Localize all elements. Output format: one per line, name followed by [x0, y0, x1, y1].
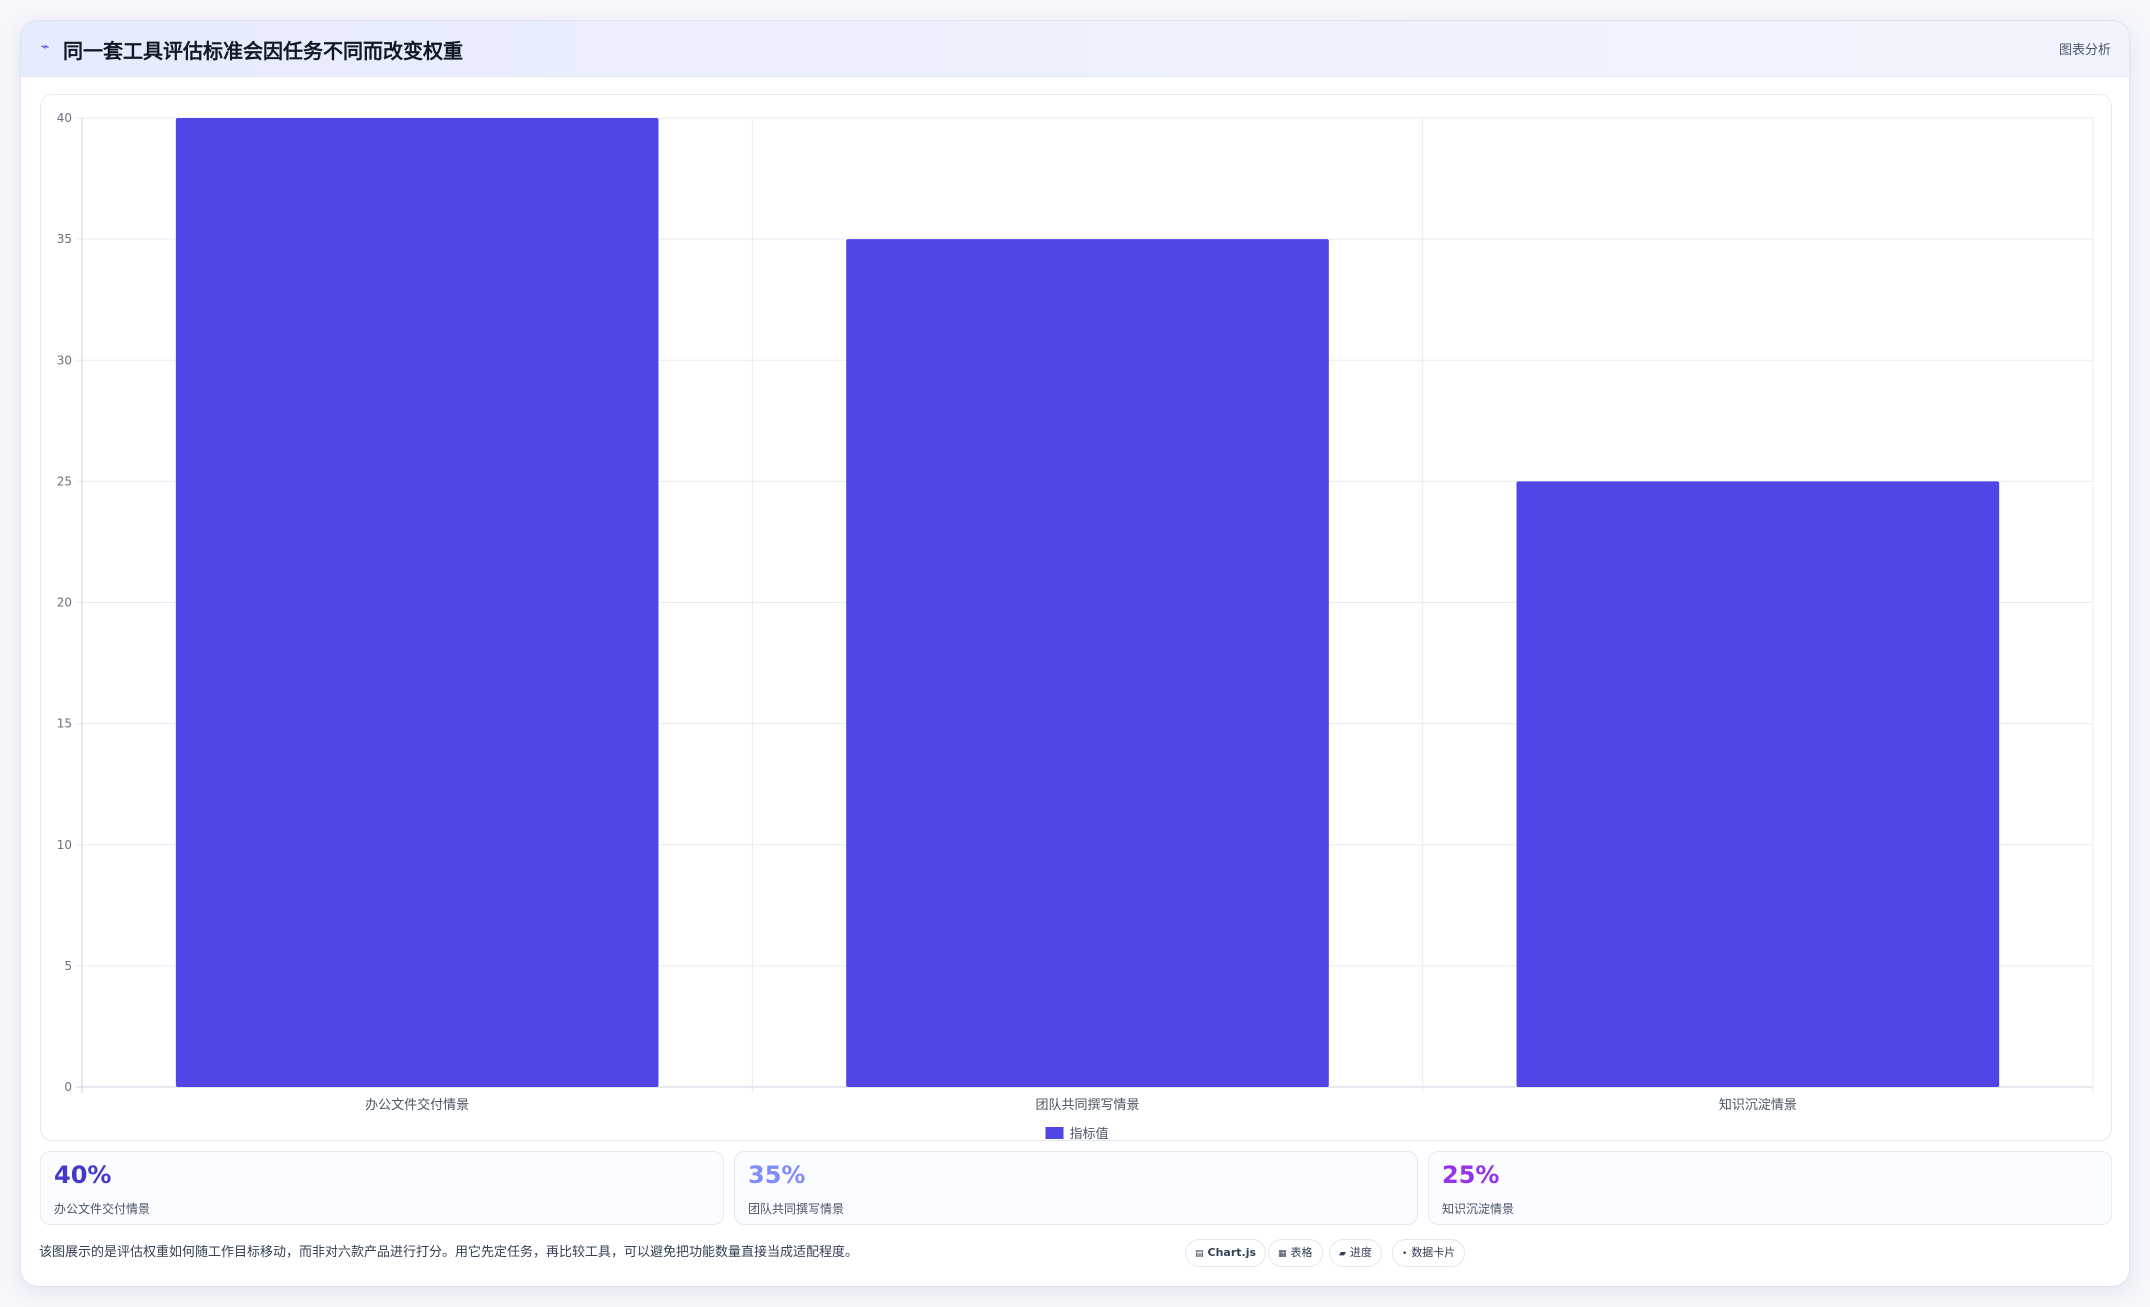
pill-data-card[interactable]: • 数据卡片 [1392, 1239, 1466, 1267]
footer-note: 该图展示的是评估权重如何随工作目标移动，而非对六款产品进行打分。用它先定任务，再… [39, 1245, 859, 1260]
card-header: ⌁ 同一套工具评估标准会因任务不同而改变权重 图表分析 [21, 21, 2129, 77]
x-tick-label: 办公文件交付情景 [365, 1097, 469, 1113]
page-title: 同一套工具评估标准会因任务不同而改变权重 [63, 39, 463, 63]
pill-label: Chart.js [1207, 1246, 1257, 1259]
y-tick-label: 40 [57, 111, 72, 125]
y-tick-label: 25 [57, 474, 72, 488]
chart-panel: 0 5 10 15 20 25 30 35 40 办公文件交付情景 团队共同撰写情景 知识沉淀情景指标… [40, 94, 2112, 1141]
stat-label: 团队共同撰写情景 [748, 1202, 845, 1216]
y-tick-label: 0 [64, 1080, 72, 1094]
y-tick-label: 30 [57, 353, 72, 367]
y-tick-label: 10 [57, 838, 72, 852]
pill-progress[interactable]: ▰ 进度 [1329, 1239, 1382, 1267]
pill-label: 数据卡片 [1411, 1246, 1456, 1259]
bar [846, 239, 1329, 1087]
stat-value: 35% [748, 1161, 806, 1189]
chart-icon: ▤ [1195, 1249, 1204, 1259]
chart-card: ⌁ 同一套工具评估标准会因任务不同而改变权重 图表分析 0 5 10 15 20 25 30… [20, 20, 2130, 1287]
pill-label: 进度 [1349, 1246, 1372, 1259]
chart-line-icon: ⌁ [41, 39, 50, 55]
progress-icon: ▰ [1339, 1249, 1346, 1259]
header-tag: 图表分析 [2058, 43, 2111, 58]
stats-row: 40% 办公文件交付情景 35% 团队共同撰写情景 25% 知识沉淀情景 [40, 1151, 2112, 1225]
y-tick-label: 20 [57, 596, 72, 610]
y-tick-label: 5 [64, 959, 72, 973]
stat-label: 办公文件交付情景 [54, 1202, 151, 1216]
bar [1516, 481, 2000, 1087]
bar [175, 118, 659, 1087]
table-icon: ▦ [1278, 1249, 1287, 1259]
stat-value: 40% [54, 1161, 112, 1189]
y-tick-label: 15 [57, 717, 72, 731]
stat-card-team: 35% 团队共同撰写情景 [734, 1151, 1418, 1225]
legend-label: 指标值 [1070, 1126, 1109, 1140]
stat-label: 知识沉淀情景 [1442, 1202, 1515, 1216]
bar-chart: 0 5 10 15 20 25 30 35 40 办公文件交付情景 团队共同撰写情景 知识沉淀情景指标… [57, 111, 2094, 1140]
x-tick-label: 团队共同撰写情景 [1035, 1098, 1139, 1113]
legend-swatch [1045, 1127, 1064, 1139]
y-tick-label: 35 [57, 232, 72, 246]
x-tick-label: 知识沉淀情景 [1719, 1097, 1797, 1113]
stat-card-knowledge: 25% 知识沉淀情景 [1428, 1151, 2112, 1225]
stat-value: 25% [1442, 1161, 1500, 1189]
stat-card-office: 40% 办公文件交付情景 [40, 1151, 724, 1225]
pill-label: 表格 [1290, 1246, 1313, 1259]
pill-table[interactable]: ▦ 表格 [1268, 1239, 1323, 1267]
pill-chartjs[interactable]: ▤ Chart.js [1185, 1239, 1267, 1267]
card-icon: • [1402, 1249, 1408, 1259]
